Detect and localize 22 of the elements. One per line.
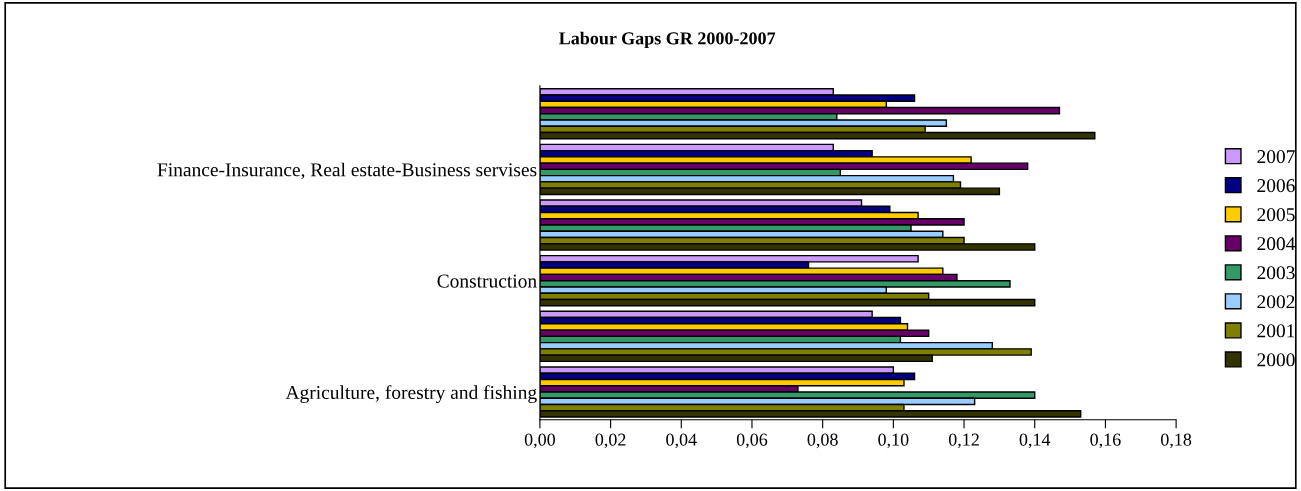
y-tick-label: Agriculture, forestry and fishing — [285, 385, 537, 404]
legend-label: 2002 — [1257, 295, 1295, 309]
x-tick-label: 0,00 — [524, 433, 556, 449]
y-tick-label: Construction — [437, 274, 537, 288]
legend-label: 2004 — [1257, 237, 1296, 251]
x-tick-label: 0,18 — [1160, 433, 1192, 449]
x-tick-label: 0,10 — [878, 433, 909, 449]
legend-label: 2001 — [1257, 324, 1295, 338]
x-tick-label: 0,08 — [807, 433, 838, 449]
x-tick-label: 0,16 — [1090, 433, 1121, 449]
legend-label: 2006 — [1257, 179, 1295, 193]
legend-label: 2000 — [1257, 353, 1295, 367]
x-tick-label: 0,14 — [1019, 433, 1051, 449]
x-tick-label: 0,06 — [736, 433, 768, 449]
legend-label: 2007 — [1257, 150, 1295, 164]
y-tick-label: Finance-Insurance, Real estate-Business servises — [157, 162, 537, 180]
legend-label: 2003 — [1257, 266, 1295, 280]
x-tick-label: 0,04 — [666, 433, 697, 449]
chart-title: Labour Gaps GR 2000-2007 — [559, 31, 776, 49]
x-tick-label: 0,02 — [595, 433, 626, 449]
x-tick-label: 0,12 — [948, 433, 979, 449]
legend-label: 2005 — [1257, 208, 1295, 222]
